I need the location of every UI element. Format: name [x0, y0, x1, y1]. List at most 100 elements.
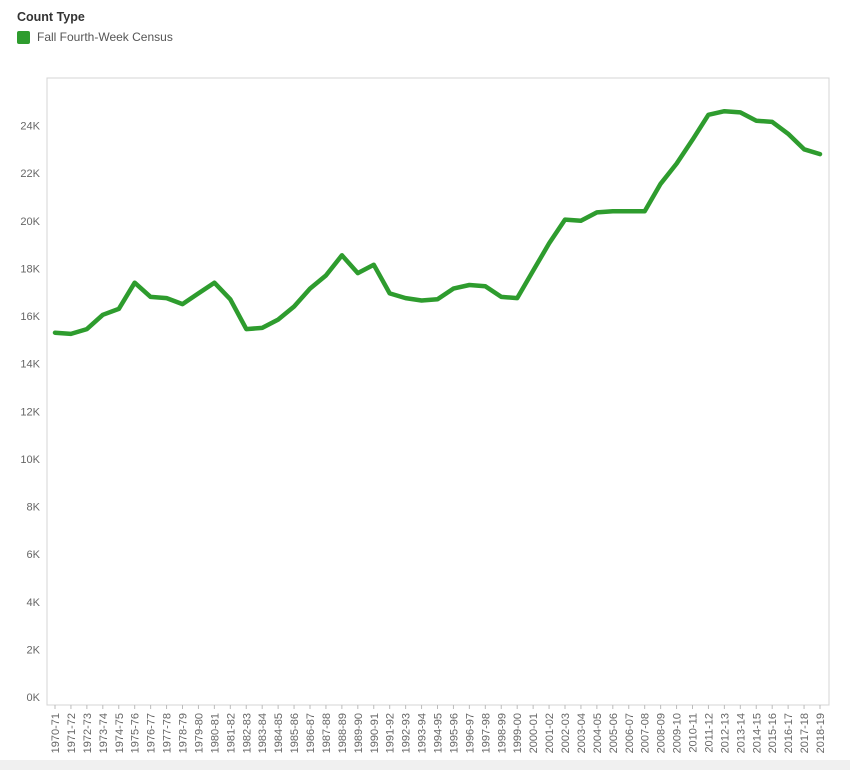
data-point[interactable] [592, 207, 602, 217]
y-tick-label: 6K [27, 549, 41, 561]
x-tick-label: 2005-06 [608, 713, 620, 753]
x-tick-label: 2000-01 [528, 713, 540, 753]
data-point[interactable] [735, 107, 745, 117]
x-tick-label: 1978-79 [178, 713, 190, 753]
x-tick-label: 1987-88 [321, 713, 333, 753]
x-tick-label: 2017-18 [799, 713, 811, 753]
x-tick-label: 1971-72 [66, 713, 78, 753]
data-point[interactable] [512, 293, 522, 303]
x-tick-label: 1981-82 [225, 713, 237, 753]
x-tick-label: 1996-97 [464, 713, 476, 753]
y-tick-label: 20K [20, 216, 40, 228]
x-tick-label: 1990-91 [369, 713, 381, 753]
x-tick-label: 1994-95 [433, 713, 445, 753]
data-point[interactable] [719, 106, 729, 116]
x-tick-label: 1970-71 [50, 713, 62, 753]
data-point[interactable] [783, 129, 793, 139]
x-tick-label: 2006-07 [624, 713, 636, 753]
data-point[interactable] [321, 271, 331, 281]
data-point[interactable] [528, 266, 538, 276]
data-point[interactable] [576, 216, 586, 226]
x-tick-label: 2003-04 [576, 713, 588, 753]
data-point[interactable] [448, 284, 458, 294]
x-tick-label: 2004-05 [592, 713, 604, 753]
data-point[interactable] [401, 293, 411, 303]
x-tick-label: 1972-73 [82, 713, 94, 753]
data-point[interactable] [767, 117, 777, 127]
x-tick-label: 1984-85 [273, 713, 285, 753]
data-point[interactable] [257, 323, 267, 333]
data-point[interactable] [640, 206, 650, 216]
plot-area [46, 77, 830, 706]
y-tick-label: 16K [20, 311, 40, 323]
x-axis: 1970-71 1971-72 1972-73 1973-74 1974-75 1975-… [50, 705, 827, 753]
data-point[interactable] [337, 250, 347, 260]
x-tick-label: 1998-99 [496, 713, 508, 753]
x-tick-label: 2002-03 [560, 713, 572, 753]
data-point[interactable] [305, 284, 315, 294]
data-point[interactable] [98, 310, 108, 320]
series-line-fall-census[interactable] [52, 108, 823, 337]
x-tick-label: 1989-90 [353, 713, 365, 753]
data-point[interactable] [496, 292, 506, 302]
x-tick-label: 1997-98 [480, 713, 492, 753]
y-tick-label: 24K [20, 121, 40, 133]
data-point[interactable] [353, 268, 363, 278]
data-point[interactable] [273, 315, 283, 325]
data-point[interactable] [241, 324, 251, 334]
x-tick-label: 1979-80 [193, 713, 205, 753]
data-point[interactable] [385, 288, 395, 298]
y-tick-label: 2K [27, 644, 41, 656]
x-tick-label: 1988-89 [337, 713, 349, 753]
data-point[interactable] [162, 293, 172, 303]
y-axis: 0K 2K 4K 6K 8K 10K 12K 14K 16K 18K 20K 22K 24K [20, 121, 40, 705]
legend-swatch [17, 30, 30, 44]
x-tick-label: 1977-78 [162, 713, 174, 753]
data-point[interactable] [480, 281, 490, 291]
x-tick-label: 1992-93 [401, 713, 413, 753]
x-tick-label: 2016-17 [783, 713, 795, 753]
x-tick-label: 1999-00 [512, 713, 524, 753]
data-point[interactable] [193, 288, 203, 298]
data-point[interactable] [66, 329, 76, 339]
data-point[interactable] [289, 301, 299, 311]
data-point[interactable] [50, 328, 60, 338]
data-point[interactable] [815, 149, 825, 159]
y-tick-label: 0K [27, 692, 41, 704]
data-point[interactable] [544, 238, 554, 248]
data-point[interactable] [672, 159, 682, 169]
data-point[interactable] [624, 206, 634, 216]
data-point[interactable] [114, 304, 124, 314]
data-point[interactable] [688, 135, 698, 145]
x-tick-label: 2014-15 [751, 713, 763, 753]
x-tick-label: 1980-81 [209, 713, 221, 753]
data-point[interactable] [225, 294, 235, 304]
data-point[interactable] [703, 110, 713, 120]
data-point[interactable] [146, 292, 156, 302]
x-tick-label: 1995-96 [448, 713, 460, 753]
data-point[interactable] [209, 278, 219, 288]
data-point[interactable] [464, 280, 474, 290]
x-tick-label: 2012-13 [719, 713, 731, 753]
data-point[interactable] [751, 116, 761, 126]
data-point[interactable] [130, 278, 140, 288]
x-tick-label: 1975-76 [130, 713, 142, 753]
bottom-scroll-strip [0, 760, 850, 770]
data-point[interactable] [799, 144, 809, 154]
data-point[interactable] [178, 299, 188, 309]
data-point[interactable] [82, 324, 92, 334]
data-point[interactable] [417, 296, 427, 306]
legend-item-fall-census[interactable]: Fall Fourth-Week Census [17, 30, 173, 44]
x-tick-label: 2018-19 [815, 713, 827, 753]
y-tick-label: 10K [20, 454, 40, 466]
x-tick-label: 1974-75 [114, 713, 126, 753]
data-point[interactable] [369, 260, 379, 270]
data-point[interactable] [608, 206, 618, 216]
data-point[interactable] [433, 294, 443, 304]
data-point[interactable] [560, 215, 570, 225]
x-tick-label: 2010-11 [688, 713, 700, 753]
x-tick-label: 2011-12 [703, 713, 715, 753]
data-point[interactable] [656, 179, 666, 189]
y-tick-label: 14K [20, 359, 40, 371]
